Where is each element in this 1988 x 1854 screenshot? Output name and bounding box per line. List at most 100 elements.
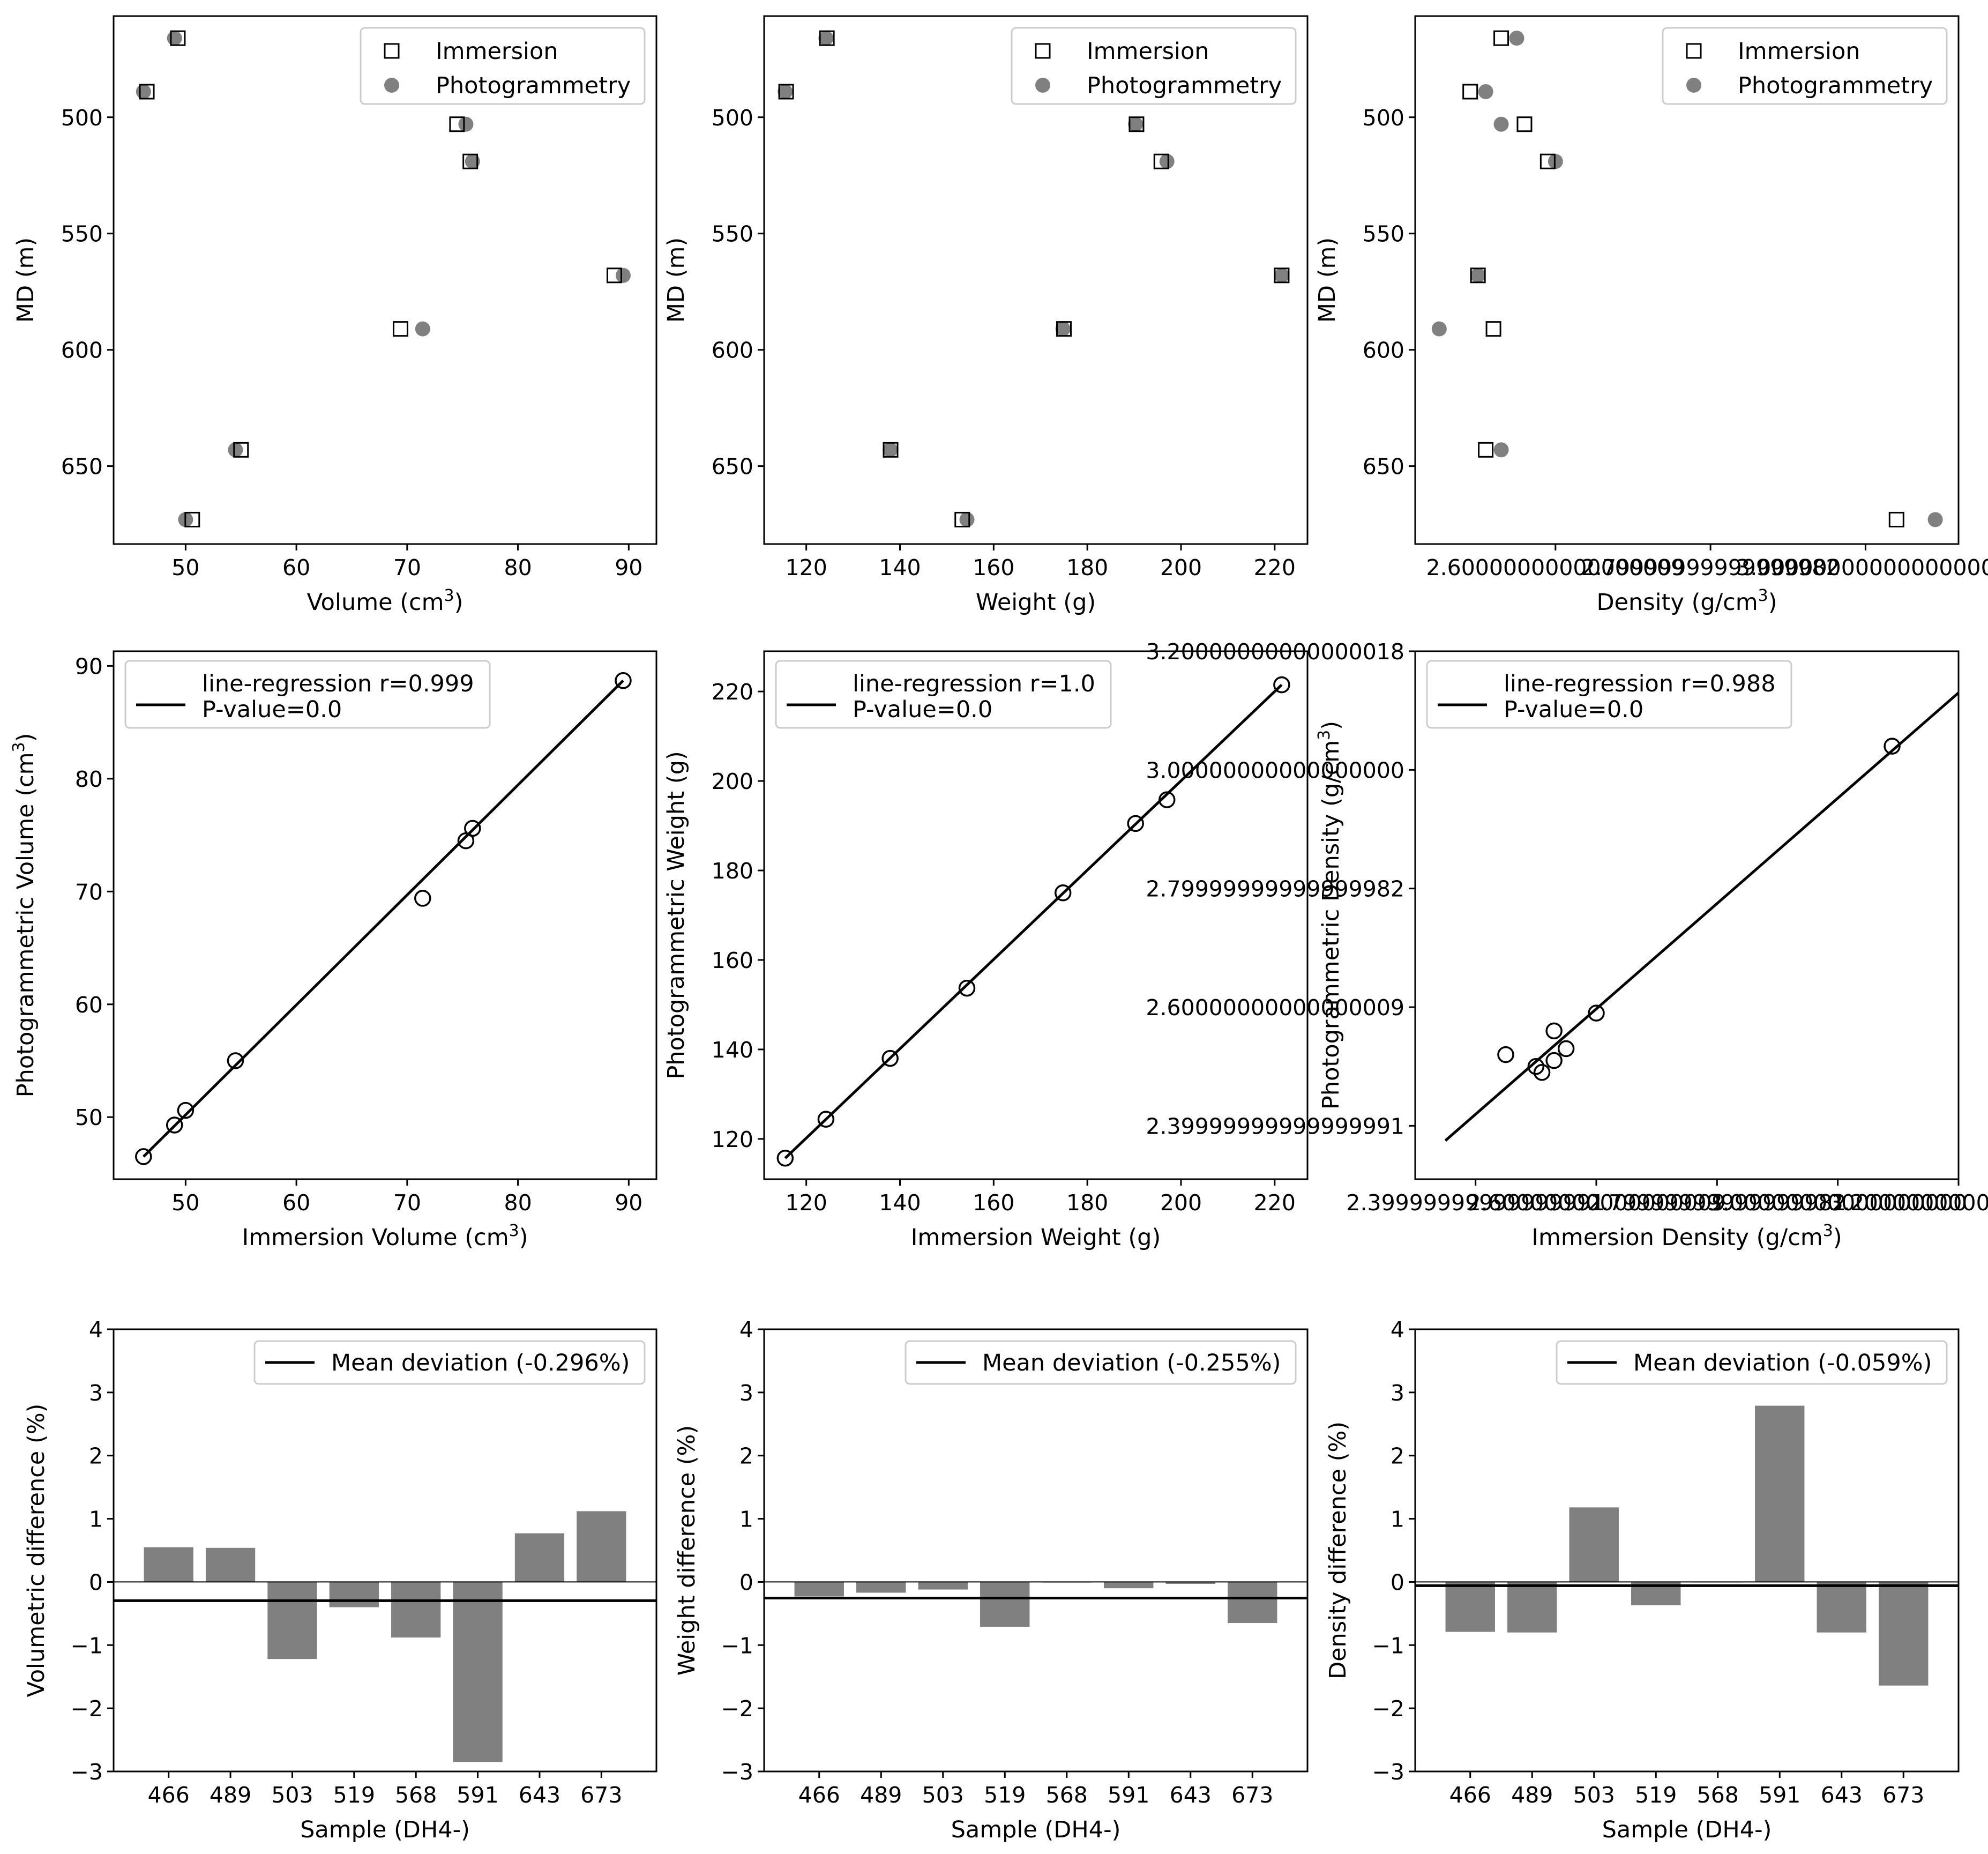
chart-panel-p21: −3 −2 −1 0 1 2 3 4 466 489 503 519 568 591 643 673 Mean … <box>674 1317 1309 1843</box>
p21-bar-466 <box>794 1582 844 1597</box>
p22-xtick-label: 519 <box>1635 1782 1677 1808</box>
p00-x-axis-label-text: Volume (cm <box>307 589 444 616</box>
p01-ytick-label: 500 <box>712 105 753 131</box>
p20-ytick-label: 2 <box>89 1443 103 1469</box>
p20-xtick-label: 643 <box>519 1782 560 1808</box>
p00-ytick-label: 600 <box>61 338 103 363</box>
p02-immersion-point <box>1470 267 1486 284</box>
p21-xtick-label: 568 <box>1046 1782 1088 1808</box>
p22-ytick-label: −2 <box>1372 1696 1404 1722</box>
p00-xtick-label: 60 <box>282 555 310 580</box>
p01-legend-frame <box>1011 27 1297 105</box>
p20-xtick-label: 466 <box>148 1782 190 1808</box>
chart-panel-p01: 120 140 160 180 200 220 500 550 600 650 Immersion P… <box>663 15 1309 616</box>
p21-ytick-label: 0 <box>739 1569 753 1595</box>
p01-xtick-label: 220 <box>1254 555 1296 580</box>
p12-data-point <box>1497 1046 1514 1063</box>
p00-immersion-point <box>462 153 479 169</box>
p10-x-axis-label-close: ) <box>519 1224 528 1251</box>
p02-legend-photogrammetry-marker <box>1686 78 1701 93</box>
p11-y-axis-label-text: Photogrammetric Weight (g) <box>663 751 690 1079</box>
p01-legend-photogrammetry-marker <box>1035 78 1050 93</box>
p02-y-axis-label-text: MD (m) <box>1314 237 1341 323</box>
p20-bar-591 <box>453 1582 503 1762</box>
p12-data-point <box>1533 1064 1551 1081</box>
p10-data-point <box>464 820 481 837</box>
chart-panel-p00: 50 60 70 80 90 500 550 600 650 Immersion Photogram… <box>12 15 657 616</box>
p20-ytick-label: −1 <box>71 1633 103 1658</box>
p01-xtick-label: 120 <box>786 555 827 580</box>
p22-xtick-label: 503 <box>1573 1782 1615 1808</box>
p10-axes-frame <box>113 650 657 1180</box>
p22-bar-489 <box>1507 1582 1557 1633</box>
p00-immersion-point <box>139 84 155 100</box>
p11-ytick-label: 220 <box>712 679 753 705</box>
p10-data-point <box>166 1116 183 1134</box>
p01-xtick-label: 140 <box>879 555 921 580</box>
p10-data-point <box>135 1148 152 1165</box>
p00-xtick-label: 70 <box>393 555 421 580</box>
p22-ytick-label: 1 <box>1391 1507 1404 1532</box>
p11-xtick-label: 140 <box>879 1190 921 1216</box>
p20-bar-568 <box>391 1582 441 1638</box>
p20-bar-503 <box>267 1582 317 1659</box>
p02-legend-frame <box>1662 27 1948 105</box>
p12-xtick-label: 2.39999999999999991 <box>1346 1190 1605 1216</box>
p11-legend-pvalue-label: P-value=0.0 <box>853 696 992 723</box>
p12-data-point <box>1545 1022 1563 1040</box>
p01-xtick-label: 200 <box>1160 555 1202 580</box>
p01-photogrammetry-point <box>778 84 793 100</box>
p11-xtick-label: 160 <box>973 1190 1014 1216</box>
p22-bar-466 <box>1445 1582 1495 1632</box>
p00-xtick-label: 90 <box>615 555 642 580</box>
p11-legend-frame <box>775 660 1112 729</box>
p12-regression-line <box>1444 691 1960 1142</box>
p02-immersion-point <box>1462 84 1478 100</box>
p01-x-axis-label: Weight (g) <box>976 589 1096 616</box>
p22-legend-mean-label: Mean deviation (-0.059%) <box>1633 1350 1932 1376</box>
p00-x-axis-label-superscript: 3 <box>444 586 454 605</box>
p01-immersion-point <box>819 30 835 46</box>
p22-axes-frame <box>1414 1328 1960 1773</box>
p11-xtick-label: 220 <box>1254 1190 1296 1216</box>
p00-ytick-label: 500 <box>61 105 103 131</box>
p01-y-axis-label: MD (m) <box>663 237 690 323</box>
p21-xtick-label: 489 <box>860 1782 902 1808</box>
p10-x-axis-label-text: Immersion Volume (cm <box>242 1224 509 1251</box>
p21-ytick-label: 3 <box>739 1380 753 1406</box>
p02-photogrammetry-point <box>1509 31 1524 46</box>
p12-ytick-label: 2.39999999999999991 <box>1146 1113 1404 1139</box>
p12-legend-regression-label: line-regression r=0.988 <box>1504 671 1776 697</box>
p11-ytick-label: 200 <box>712 769 753 794</box>
p21-ytick-label: −2 <box>721 1696 753 1722</box>
p02-x-axis-label-superscript: 3 <box>1758 586 1768 605</box>
p12-xtick-label: 2.79999999999999982 <box>1588 1190 1847 1216</box>
p00-photogrammetry-point <box>136 84 151 100</box>
p02-photogrammetry-point <box>1493 116 1509 132</box>
p00-legend-photogrammetry-label: Photogrammetry <box>436 72 631 99</box>
p10-xtick-label: 50 <box>171 1190 199 1216</box>
p12-xtick-label: 2.60000000000000009 <box>1467 1190 1726 1216</box>
p11-data-point <box>1054 884 1072 902</box>
p21-bar-489 <box>856 1582 906 1593</box>
p10-ytick-label: 70 <box>75 879 103 905</box>
p22-ytick-label: 0 <box>1391 1569 1404 1595</box>
p20-axes-frame <box>113 1328 657 1773</box>
p01-immersion-point <box>1153 153 1169 169</box>
p22-xtick-label: 466 <box>1449 1782 1491 1808</box>
p00-photogrammetry-point <box>228 442 243 458</box>
p02-x-axis-label: Density (g/cm3) <box>1596 586 1777 616</box>
p02-x-axis-label-close: ) <box>1768 589 1777 616</box>
p01-legend-immersion-marker <box>1035 43 1051 59</box>
p11-data-point <box>881 1049 899 1067</box>
p20-ytick-label: 4 <box>89 1317 103 1343</box>
p22-bar-503 <box>1569 1507 1619 1582</box>
p01-photogrammetry-point <box>883 442 898 458</box>
p12-x-axis-label-superscript: 3 <box>1823 1222 1833 1240</box>
p10-data-point <box>177 1101 195 1119</box>
p01-photogrammetry-point <box>1055 321 1071 337</box>
p10-data-point <box>227 1052 244 1069</box>
p11-axes-frame <box>763 650 1309 1180</box>
p02-legend-immersion-label: Immersion <box>1738 38 1860 65</box>
p02-photogrammetry-point <box>1478 84 1493 100</box>
